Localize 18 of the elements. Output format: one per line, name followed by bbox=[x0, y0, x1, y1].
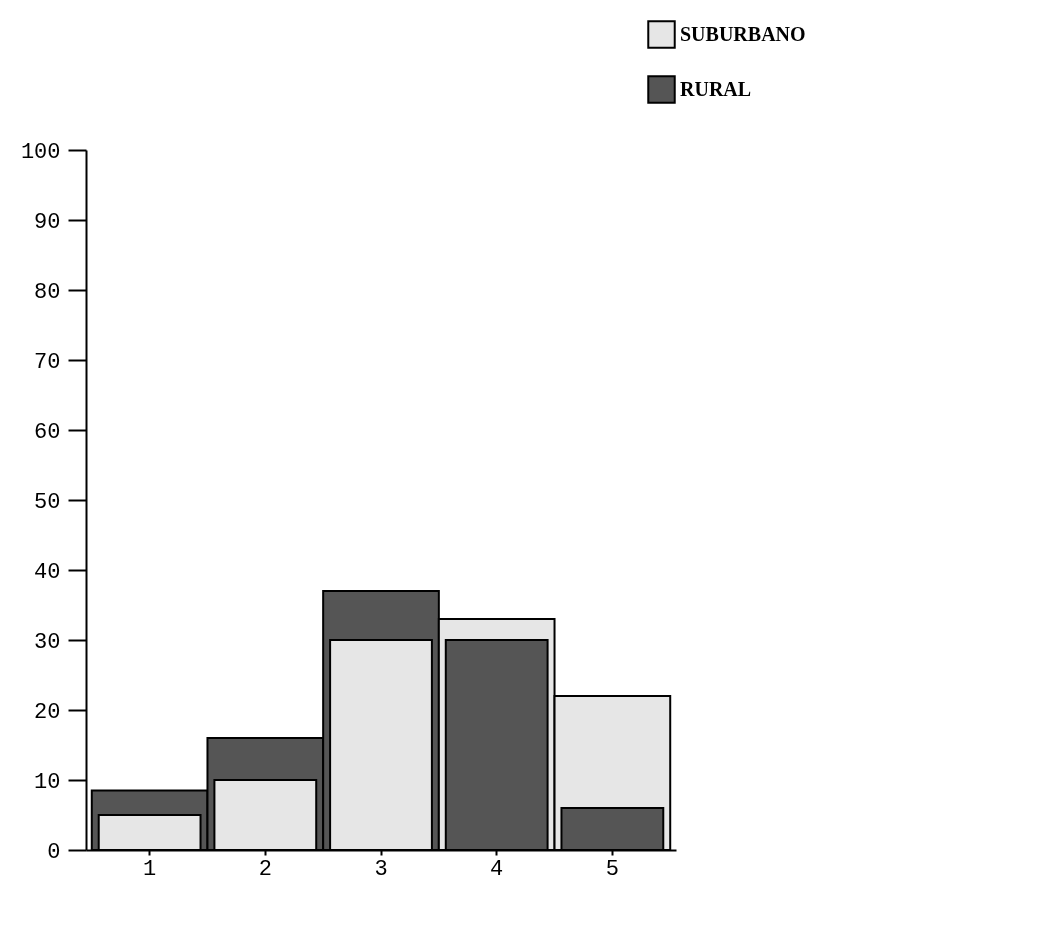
legend-label: RURAL bbox=[680, 77, 752, 100]
x-tick-label: 3 bbox=[374, 856, 388, 882]
legend-label: SUBURBANO bbox=[680, 22, 806, 45]
y-tick-label: 30 bbox=[34, 629, 61, 655]
x-tick-label: 1 bbox=[143, 856, 157, 882]
y-tick-label: 0 bbox=[47, 839, 61, 865]
y-tick-label: 40 bbox=[34, 559, 61, 585]
x-tick-label: 2 bbox=[258, 856, 272, 882]
y-tick-label: 10 bbox=[34, 769, 61, 795]
y-tick-label: 100 bbox=[20, 139, 61, 165]
y-tick-label: 70 bbox=[34, 349, 61, 375]
y-tick-label: 60 bbox=[34, 419, 61, 445]
y-tick-label: 20 bbox=[34, 699, 61, 725]
y-tick-label: 50 bbox=[34, 489, 61, 515]
y-tick-label: 90 bbox=[34, 209, 61, 235]
x-tick-label: 4 bbox=[490, 856, 504, 882]
y-tick-label: 80 bbox=[34, 279, 61, 305]
x-tick-label: 5 bbox=[605, 856, 619, 882]
